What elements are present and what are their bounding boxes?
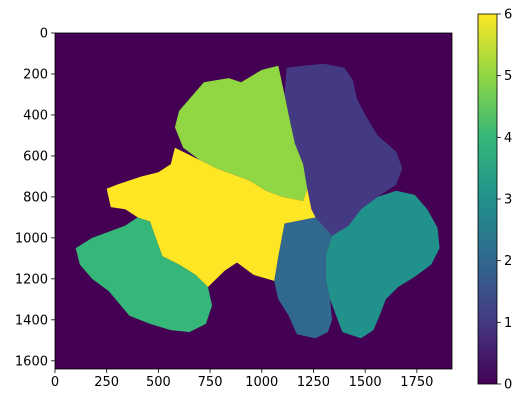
x-tick-label: 0 bbox=[51, 375, 59, 390]
colorbar: 0 1 2 3 4 5 6 bbox=[477, 8, 512, 393]
y-tick-label: 1400 bbox=[15, 313, 48, 328]
colorbar-tick-label: 4 bbox=[504, 131, 512, 146]
x-tick-label: 1000 bbox=[245, 375, 278, 390]
y-tick-label: 400 bbox=[23, 108, 48, 123]
y-tick-label: 1000 bbox=[15, 231, 48, 246]
region-value-1 bbox=[284, 63, 403, 236]
y-tick-label: 200 bbox=[23, 67, 48, 82]
x-tick-label: 500 bbox=[146, 375, 171, 390]
colorbar-tick-label: 0 bbox=[504, 378, 512, 393]
x-tick-label: 750 bbox=[198, 375, 223, 390]
y-axis: 0 200 400 600 800 1000 1200 1400 1600 bbox=[15, 27, 55, 369]
y-tick-label: 1600 bbox=[15, 354, 48, 369]
x-axis: 0 250 500 750 1000 1250 1500 1750 bbox=[51, 369, 433, 390]
y-tick-label: 1200 bbox=[15, 272, 48, 287]
plot-frame bbox=[54, 32, 453, 370]
region-value-6 bbox=[106, 147, 316, 287]
x-tick-label: 1250 bbox=[297, 375, 330, 390]
colorbar-tick-label: 6 bbox=[504, 8, 512, 23]
region-value-4 bbox=[75, 217, 213, 333]
colorbar-tick-label: 1 bbox=[504, 316, 512, 331]
colorbar-tick-label: 5 bbox=[504, 69, 512, 84]
colorbar-gradient bbox=[477, 13, 498, 385]
colorbar-tick-label: 3 bbox=[504, 193, 512, 208]
y-tick-label: 0 bbox=[40, 27, 48, 42]
region-value-3 bbox=[325, 190, 440, 339]
region-value-5 bbox=[174, 65, 308, 201]
x-tick-label: 1750 bbox=[400, 375, 433, 390]
colorbar-tick-label: 2 bbox=[504, 254, 512, 269]
region-value-2 bbox=[274, 217, 333, 339]
y-tick-label: 600 bbox=[23, 149, 48, 164]
y-tick-label: 800 bbox=[23, 190, 48, 205]
plot-area bbox=[54, 32, 453, 370]
x-tick-label: 1500 bbox=[349, 375, 382, 390]
x-tick-label: 250 bbox=[94, 375, 119, 390]
